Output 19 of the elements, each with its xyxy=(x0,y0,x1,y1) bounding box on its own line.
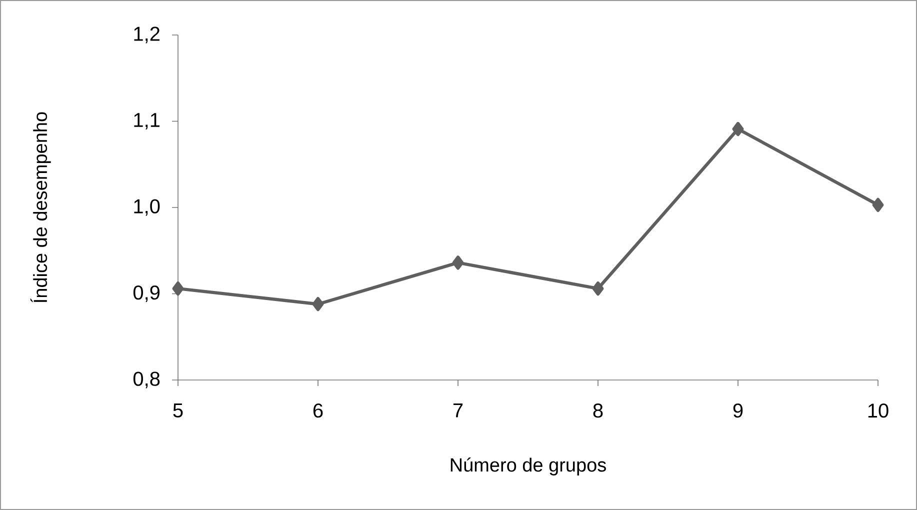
x-tick-label: 10 xyxy=(868,404,888,418)
y-axis-title: Índice de desempenho xyxy=(30,112,51,302)
x-tick-label: 6 xyxy=(313,404,323,418)
point xyxy=(452,256,464,270)
point xyxy=(732,122,744,136)
x-tick-label: 9 xyxy=(733,404,743,418)
x-axis-title: Número de grupos xyxy=(450,458,606,476)
point xyxy=(312,297,324,312)
x-tick-label: 7 xyxy=(453,404,463,418)
x-tick-label: 5 xyxy=(173,404,183,418)
point xyxy=(172,281,184,296)
y-tick-label: 1,1 xyxy=(134,113,160,130)
y-tick-label: 0,9 xyxy=(133,285,160,302)
x-tick-label: 8 xyxy=(593,404,603,418)
point xyxy=(592,281,604,296)
y-tick-label: 1,2 xyxy=(134,26,160,44)
y-tick-label: 0,8 xyxy=(133,372,160,388)
point xyxy=(872,198,884,212)
y-tick-label: 1,0 xyxy=(134,199,160,216)
